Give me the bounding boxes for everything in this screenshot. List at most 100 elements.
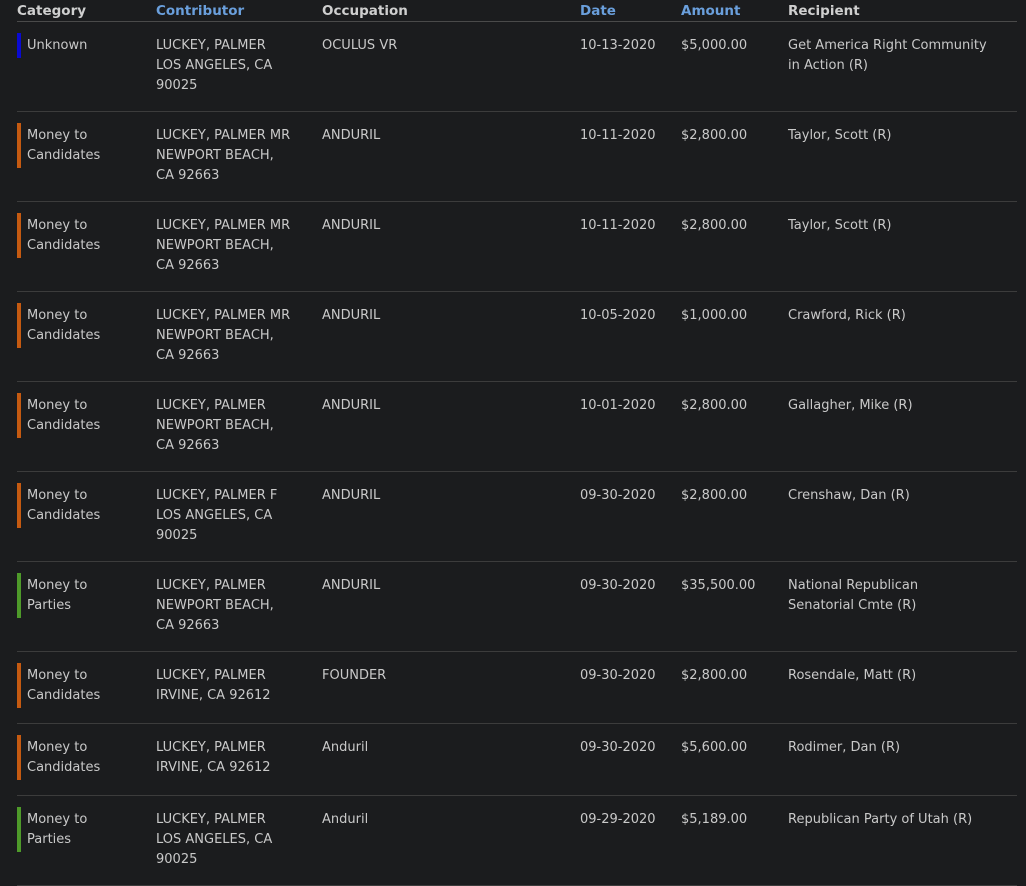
cell-occupation: OCULUS VR (322, 21, 580, 112)
table-row: Money to Candidates LUCKEY, PALMER MR NEWP… (17, 111, 1017, 202)
table-row: Money to Candidates LUCKEY, PALMER MR NEWP… (17, 201, 1017, 292)
cell-amount: $5,189.00 (681, 795, 788, 886)
table-row: Money to Candidates LUCKEY, PALMER NEWPORT… (17, 381, 1017, 472)
recipient-name: Taylor, Scott (R) (788, 218, 892, 233)
cell-amount: $1,000.00 (681, 291, 788, 382)
table-row: Money to Candidates LUCKEY, PALMER F LOS A… (17, 471, 1017, 562)
cell-amount: $2,800.00 (681, 381, 788, 472)
cell-contributor: LUCKEY, PALMER NEWPORT BEACH, CA 92663 (156, 561, 322, 652)
category-label: Unknown (27, 38, 88, 53)
category-indicator: Money to Parties (17, 807, 122, 852)
recipient-name: Crenshaw, Dan (R) (788, 488, 910, 503)
contributor-address: NEWPORT BEACH, (156, 238, 274, 253)
cell-occupation: Anduril (322, 795, 580, 886)
cell-date: 09-30-2020 (580, 471, 681, 562)
cell-amount: $2,800.00 (681, 111, 788, 202)
cell-category: Money to Candidates (17, 651, 156, 724)
cell-category: Money to Candidates (17, 381, 156, 472)
cell-contributor: LUCKEY, PALMER NEWPORT BEACH, CA 92663 (156, 381, 322, 472)
contributor-name: LUCKEY, PALMER (156, 668, 266, 683)
category-label: Money to Parties (27, 812, 88, 847)
cell-category: Money to Candidates (17, 291, 156, 382)
header-category: Category (17, 0, 156, 22)
recipient-name: Republican Party of Utah (R) (788, 812, 973, 827)
recipient-name: Taylor, Scott (R) (788, 128, 892, 143)
contributor-address: IRVINE, CA 92612 (156, 688, 271, 703)
cell-date: 09-29-2020 (580, 795, 681, 886)
contributor-address: CA 92663 (156, 618, 220, 633)
cell-amount: $2,800.00 (681, 651, 788, 724)
cell-date: 10-05-2020 (580, 291, 681, 382)
recipient-name: Gallagher, Mike (R) (788, 398, 913, 413)
header-date-sort[interactable]: Date (580, 0, 681, 22)
contributor-name: LUCKEY, PALMER (156, 740, 266, 755)
cell-recipient: Gallagher, Mike (R) (788, 381, 1017, 472)
cell-category: Money to Candidates (17, 723, 156, 796)
cell-occupation: ANDURIL (322, 471, 580, 562)
cell-occupation: ANDURIL (322, 111, 580, 202)
contributor-address: NEWPORT BEACH, (156, 148, 274, 163)
contributor-address: LOS ANGELES, CA (156, 832, 273, 847)
cell-recipient: Republican Party of Utah (R) (788, 795, 1017, 886)
table-row: Money to Candidates LUCKEY, PALMER MR NEWP… (17, 291, 1017, 382)
contributor-address: CA 92663 (156, 438, 220, 453)
cell-date: 10-11-2020 (580, 201, 681, 292)
category-indicator: Money to Candidates (17, 393, 122, 438)
category-label: Money to Candidates (27, 308, 101, 343)
cell-recipient: Get America Right Community in Action (R… (788, 21, 1017, 112)
table-header-row: Category Contributor Occupation Date Amo… (17, 0, 1017, 22)
category-label: Money to Candidates (27, 740, 101, 775)
contributor-address: IRVINE, CA 92612 (156, 760, 271, 775)
category-label: Money to Parties (27, 578, 88, 613)
header-occupation: Occupation (322, 0, 580, 22)
cell-recipient: Taylor, Scott (R) (788, 201, 1017, 292)
category-label: Money to Candidates (27, 128, 101, 163)
cell-category: Money to Candidates (17, 201, 156, 292)
recipient-name: Crawford, Rick (R) (788, 308, 906, 323)
contributor-address: 90025 (156, 528, 198, 543)
contributor-address: LOS ANGELES, CA (156, 58, 273, 73)
contributor-name: LUCKEY, PALMER F (156, 488, 278, 503)
header-recipient: Recipient (788, 0, 1017, 22)
cell-amount: $2,800.00 (681, 471, 788, 562)
cell-recipient: Rosendale, Matt (R) (788, 651, 1017, 724)
cell-contributor: LUCKEY, PALMER IRVINE, CA 92612 (156, 723, 322, 796)
cell-occupation: FOUNDER (322, 651, 580, 724)
category-indicator: Unknown (17, 33, 122, 58)
cell-amount: $2,800.00 (681, 201, 788, 292)
cell-contributor: LUCKEY, PALMER LOS ANGELES, CA 90025 (156, 795, 322, 886)
cell-amount: $5,600.00 (681, 723, 788, 796)
recipient-name: Rosendale, Matt (R) (788, 668, 917, 683)
recipient-name: Get America Right Community in Action (R… (788, 38, 987, 73)
recipient-name: Rodimer, Dan (R) (788, 740, 901, 755)
cell-contributor: LUCKEY, PALMER LOS ANGELES, CA 90025 (156, 21, 322, 112)
cell-recipient: Taylor, Scott (R) (788, 111, 1017, 202)
cell-date: 09-30-2020 (580, 723, 681, 796)
cell-occupation: ANDURIL (322, 381, 580, 472)
contributor-address: NEWPORT BEACH, (156, 598, 274, 613)
cell-category: Unknown (17, 21, 156, 112)
contributor-name: LUCKEY, PALMER MR (156, 218, 291, 233)
table-row: Money to Parties LUCKEY, PALMER LOS ANGELE… (17, 795, 1017, 886)
contributor-name: LUCKEY, PALMER MR (156, 128, 291, 143)
contributor-address: CA 92663 (156, 348, 220, 363)
category-indicator: Money to Candidates (17, 303, 122, 348)
cell-amount: $5,000.00 (681, 21, 788, 112)
table-row: Unknown LUCKEY, PALMER LOS ANGELES, CA 9002… (17, 21, 1017, 112)
cell-recipient: Crawford, Rick (R) (788, 291, 1017, 382)
header-amount-sort[interactable]: Amount (681, 0, 788, 22)
cell-recipient: Rodimer, Dan (R) (788, 723, 1017, 796)
contributor-address: CA 92663 (156, 168, 220, 183)
cell-contributor: LUCKEY, PALMER MR NEWPORT BEACH, CA 92663 (156, 291, 322, 382)
cell-category: Money to Candidates (17, 111, 156, 202)
contributor-name: LUCKEY, PALMER (156, 398, 266, 413)
category-indicator: Money to Candidates (17, 483, 122, 528)
category-indicator: Money to Parties (17, 573, 122, 618)
cell-category: Money to Parties (17, 795, 156, 886)
cell-recipient: National Republican Senatorial Cmte (R) (788, 561, 1017, 652)
contributor-address: CA 92663 (156, 258, 220, 273)
cell-contributor: LUCKEY, PALMER MR NEWPORT BEACH, CA 92663 (156, 111, 322, 202)
header-contributor-sort[interactable]: Contributor (156, 0, 322, 22)
cell-date: 10-11-2020 (580, 111, 681, 202)
contributor-address: 90025 (156, 78, 198, 93)
